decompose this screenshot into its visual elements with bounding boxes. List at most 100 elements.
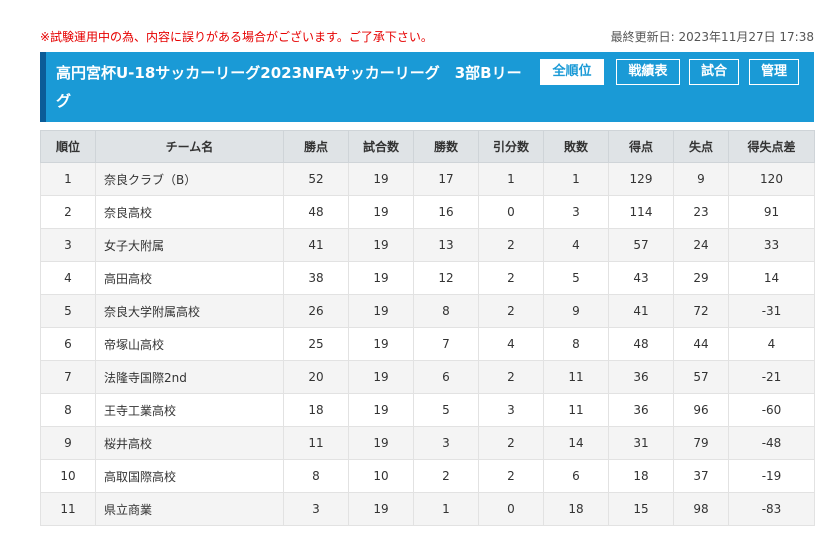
wins-cell: 6 [413,360,479,394]
goal-diff-cell: -31 [728,294,815,328]
played-cell: 19 [348,294,414,328]
goals-for-cell: 41 [608,294,674,328]
matches-button[interactable]: 試合 [689,59,739,85]
rank-cell: 10 [40,459,96,493]
losses-cell: 18 [543,492,609,526]
goal-diff-cell: -21 [728,360,815,394]
team-name-cell: 高取国際高校 [95,459,284,493]
rank-cell: 7 [40,360,96,394]
column-header: 順位 [40,130,96,163]
losses-cell: 5 [543,261,609,295]
losses-cell: 9 [543,294,609,328]
table-row: 9 桜井高校 11 19 3 2 14 31 79 -48 [40,426,815,460]
column-header: 得点 [608,130,674,163]
match-table-button[interactable]: 戦績表 [616,59,680,85]
all-rank-button[interactable]: 全順位 [540,59,604,85]
draws-cell: 0 [478,195,544,229]
team-name-cell: 女子大附属 [95,228,284,262]
goals-against-cell: 57 [673,360,729,394]
goal-diff-cell: 33 [728,228,815,262]
losses-cell: 11 [543,360,609,394]
points-cell: 3 [283,492,349,526]
losses-cell: 1 [543,162,609,196]
goal-diff-cell: -48 [728,426,815,460]
rank-cell: 3 [40,228,96,262]
rank-cell: 5 [40,294,96,328]
column-header: 得失点差 [728,130,815,163]
draws-cell: 3 [478,393,544,427]
draws-cell: 4 [478,327,544,361]
goal-diff-cell: -60 [728,393,815,427]
wins-cell: 8 [413,294,479,328]
wins-cell: 2 [413,459,479,493]
rank-cell: 6 [40,327,96,361]
standings-table: 順位 チーム名 勝点 試合数 勝数 引分数 敗数 得点 失点 得失点差 1 奈良ク… [40,130,815,526]
table-row: 7 法隆寺国際2nd 20 19 6 2 11 36 57 -21 [40,360,815,394]
rank-cell: 1 [40,162,96,196]
rank-cell: 11 [40,492,96,526]
goals-against-cell: 98 [673,492,729,526]
played-cell: 10 [348,459,414,493]
team-name-cell: 奈良クラブ（B） [95,162,284,196]
league-header: 高円宮杯U-18サッカーリーグ2023NFAサッカーリーグ 3部Bリーグ 全順位… [40,52,814,122]
losses-cell: 6 [543,459,609,493]
team-name-cell: 法隆寺国際2nd [95,360,284,394]
goals-against-cell: 29 [673,261,729,295]
draws-cell: 2 [478,228,544,262]
column-header: 試合数 [348,130,414,163]
draws-cell: 2 [478,426,544,460]
draws-cell: 2 [478,294,544,328]
manage-button[interactable]: 管理 [749,59,799,85]
goal-diff-cell: -19 [728,459,815,493]
points-cell: 52 [283,162,349,196]
wins-cell: 17 [413,162,479,196]
draws-cell: 0 [478,492,544,526]
last-updated: 最終更新日: 2023年11月27日 17:38 [610,30,814,44]
team-name-cell: 帝塚山高校 [95,327,284,361]
goals-for-cell: 114 [608,195,674,229]
losses-cell: 8 [543,327,609,361]
team-name-cell: 奈良高校 [95,195,284,229]
points-cell: 41 [283,228,349,262]
rank-cell: 4 [40,261,96,295]
wins-cell: 12 [413,261,479,295]
trial-notice: ※試験運用中の為、内容に誤りがある場合がございます。ご了承下さい。 [40,30,433,44]
rank-cell: 2 [40,195,96,229]
wins-cell: 5 [413,393,479,427]
column-header: 失点 [673,130,729,163]
goals-for-cell: 31 [608,426,674,460]
played-cell: 19 [348,327,414,361]
goals-for-cell: 18 [608,459,674,493]
table-row: 4 高田高校 38 19 12 2 5 43 29 14 [40,261,815,295]
table-row: 3 女子大附属 41 19 13 2 4 57 24 33 [40,228,815,262]
goal-diff-cell: 4 [728,327,815,361]
goals-against-cell: 96 [673,393,729,427]
column-header: 勝数 [413,130,479,163]
played-cell: 19 [348,195,414,229]
points-cell: 20 [283,360,349,394]
goals-against-cell: 9 [673,162,729,196]
goals-for-cell: 129 [608,162,674,196]
goals-for-cell: 36 [608,360,674,394]
goals-for-cell: 15 [608,492,674,526]
rank-cell: 9 [40,426,96,460]
goals-against-cell: 44 [673,327,729,361]
team-name-cell: 高田高校 [95,261,284,295]
goals-for-cell: 57 [608,228,674,262]
goals-for-cell: 48 [608,327,674,361]
table-row: 11 県立商業 3 19 1 0 18 15 98 -83 [40,492,815,526]
losses-cell: 11 [543,393,609,427]
goal-diff-cell: 120 [728,162,815,196]
table-row: 10 高取国際高校 8 10 2 2 6 18 37 -19 [40,459,815,493]
team-name-cell: 王寺工業高校 [95,393,284,427]
wins-cell: 3 [413,426,479,460]
losses-cell: 3 [543,195,609,229]
wins-cell: 16 [413,195,479,229]
standings-body: 1 奈良クラブ（B） 52 19 17 1 1 129 9 120 2 奈良高校 48 19 16 0 3 114… [40,162,815,526]
table-row: 2 奈良高校 48 19 16 0 3 114 23 91 [40,195,815,229]
points-cell: 11 [283,426,349,460]
column-header: 敗数 [543,130,609,163]
played-cell: 19 [348,162,414,196]
team-name-cell: 桜井高校 [95,426,284,460]
